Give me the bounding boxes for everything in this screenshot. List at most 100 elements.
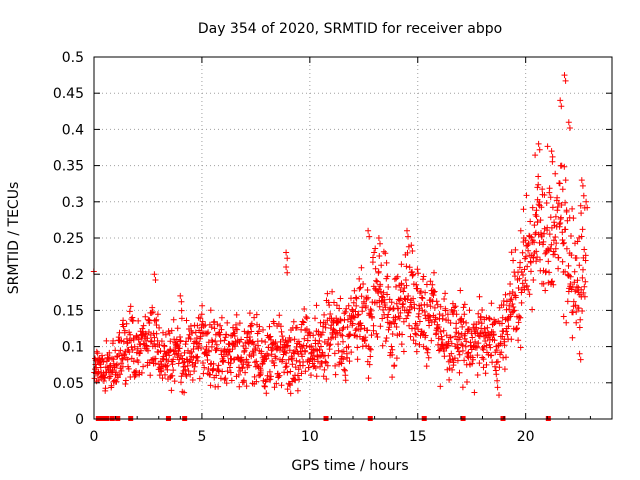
y-tick-label: 0.05 xyxy=(53,376,84,392)
data-point xyxy=(523,192,530,199)
data-point xyxy=(223,331,230,338)
data-point xyxy=(324,362,331,369)
data-point xyxy=(103,337,110,344)
data-point xyxy=(457,316,464,323)
data-point xyxy=(153,322,160,328)
data-point xyxy=(177,292,184,299)
data-point xyxy=(268,351,275,358)
data-point xyxy=(534,254,541,261)
data-point xyxy=(536,239,543,246)
data-point xyxy=(327,311,334,317)
data-point xyxy=(296,376,303,383)
data-point xyxy=(465,349,472,356)
data-point xyxy=(286,347,293,354)
data-point xyxy=(537,217,544,224)
data-point xyxy=(235,371,242,378)
chart-title: Day 354 of 2020, SRMTID for receiver abp… xyxy=(198,21,502,37)
data-point xyxy=(128,344,135,351)
data-point xyxy=(544,143,551,150)
data-point xyxy=(391,320,398,327)
data-point xyxy=(404,249,411,256)
data-point xyxy=(384,291,391,298)
data-point xyxy=(415,326,422,333)
data-point xyxy=(520,272,526,278)
data-point xyxy=(167,338,174,345)
data-point xyxy=(419,295,426,302)
data-point xyxy=(238,354,245,361)
data-point xyxy=(452,303,459,310)
data-point xyxy=(231,356,238,363)
data-point xyxy=(271,320,277,327)
data-point xyxy=(453,320,460,327)
data-point xyxy=(459,323,466,330)
data-point xyxy=(493,371,500,378)
data-point xyxy=(349,307,356,314)
data-point xyxy=(316,337,323,344)
data-point xyxy=(508,249,515,256)
data-point xyxy=(431,304,438,311)
data-point xyxy=(475,310,482,317)
data-point xyxy=(348,295,354,302)
data-point xyxy=(117,347,124,354)
data-point xyxy=(154,311,161,318)
data-point xyxy=(265,352,272,359)
data-point xyxy=(453,311,460,318)
data-point xyxy=(376,303,383,310)
data-point xyxy=(332,334,339,341)
data-point xyxy=(116,371,123,378)
data-point xyxy=(517,227,524,234)
data-point xyxy=(354,356,361,363)
data-point xyxy=(418,294,425,301)
data-point xyxy=(582,257,589,264)
data-point xyxy=(187,371,194,378)
data-point xyxy=(253,311,260,318)
data-point xyxy=(546,185,553,192)
data-point xyxy=(191,368,198,375)
data-point xyxy=(545,258,552,265)
data-point xyxy=(416,318,423,325)
data-point xyxy=(269,345,276,352)
data-point xyxy=(484,324,491,331)
data-point xyxy=(242,345,249,352)
data-point xyxy=(582,252,589,259)
data-point xyxy=(325,299,332,306)
data-point xyxy=(525,286,532,293)
data-point xyxy=(535,173,542,180)
data-point xyxy=(375,268,382,275)
data-point xyxy=(503,354,509,361)
data-point xyxy=(113,378,120,385)
data-point xyxy=(198,311,205,318)
data-point xyxy=(329,288,336,295)
data-point xyxy=(206,348,212,355)
y-tick-label: 0.3 xyxy=(62,195,84,211)
data-point xyxy=(337,317,344,324)
data-point xyxy=(576,350,583,357)
data-point xyxy=(472,338,479,345)
data-point xyxy=(562,77,569,84)
data-point xyxy=(503,328,510,335)
data-point xyxy=(246,310,253,317)
data-point xyxy=(227,360,234,367)
data-point xyxy=(454,344,461,351)
data-point xyxy=(362,334,369,341)
data-point xyxy=(168,327,175,334)
data-point xyxy=(279,333,286,340)
data-point xyxy=(575,305,582,312)
data-point xyxy=(303,314,310,320)
data-point xyxy=(281,349,288,356)
data-point xyxy=(226,348,232,355)
data-point xyxy=(552,245,559,252)
data-point xyxy=(412,330,419,337)
data-point xyxy=(355,311,362,318)
data-point xyxy=(319,349,326,356)
data-point xyxy=(236,383,243,390)
data-point xyxy=(287,337,294,344)
data-point xyxy=(459,384,466,391)
data-point xyxy=(218,326,225,333)
data-point xyxy=(168,387,175,394)
data-point xyxy=(480,346,487,353)
data-point xyxy=(562,268,569,275)
data-point xyxy=(568,252,575,259)
data-point xyxy=(298,370,305,377)
